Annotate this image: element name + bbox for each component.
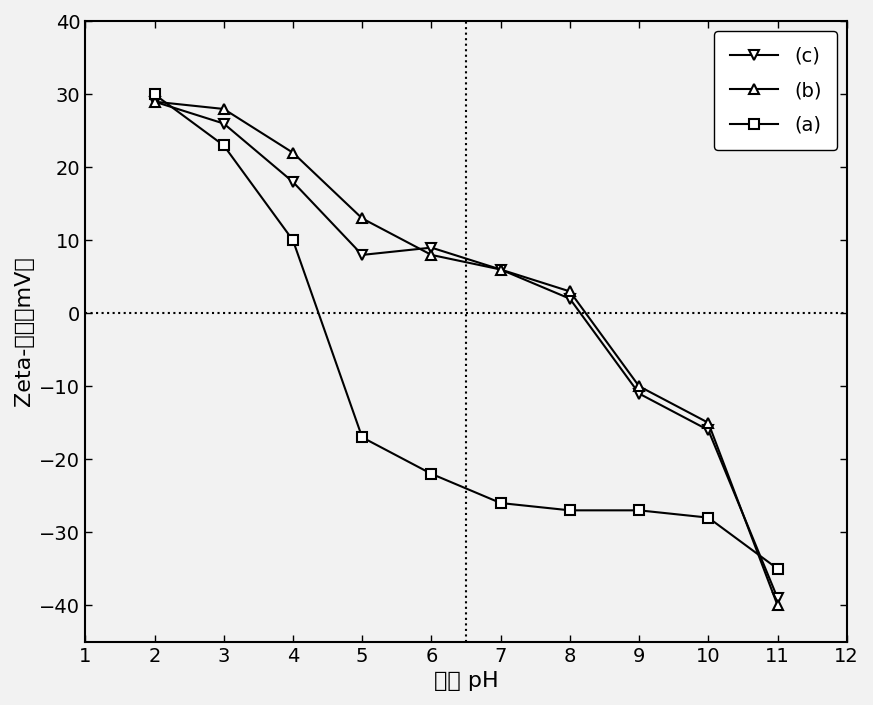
(c) bbox=[149, 97, 160, 106]
(b) bbox=[634, 382, 644, 391]
(a) bbox=[703, 513, 713, 522]
(a) bbox=[357, 433, 368, 441]
(c) bbox=[565, 295, 575, 303]
(a) bbox=[426, 470, 436, 478]
(a) bbox=[634, 506, 644, 515]
(c) bbox=[634, 389, 644, 398]
(b) bbox=[426, 251, 436, 259]
(c) bbox=[703, 426, 713, 434]
(c) bbox=[288, 178, 299, 186]
(b) bbox=[495, 265, 505, 274]
(b) bbox=[703, 419, 713, 427]
(a) bbox=[495, 499, 505, 508]
Line: (b): (b) bbox=[149, 97, 782, 610]
(b) bbox=[357, 214, 368, 223]
(a) bbox=[218, 141, 229, 149]
(a) bbox=[565, 506, 575, 515]
Y-axis label: Zeta-电位（mV）: Zeta-电位（mV） bbox=[14, 257, 34, 406]
(c) bbox=[357, 251, 368, 259]
(c) bbox=[495, 265, 505, 274]
(a) bbox=[288, 236, 299, 245]
Line: (a): (a) bbox=[149, 90, 782, 574]
(a) bbox=[149, 90, 160, 99]
(b) bbox=[218, 105, 229, 114]
Line: (c): (c) bbox=[149, 97, 782, 603]
(c) bbox=[218, 119, 229, 128]
(b) bbox=[773, 601, 783, 609]
X-axis label: 溶液 pH: 溶液 pH bbox=[434, 671, 498, 691]
(b) bbox=[288, 149, 299, 157]
(b) bbox=[149, 97, 160, 106]
(c) bbox=[426, 243, 436, 252]
(c) bbox=[773, 594, 783, 602]
Legend: (c), (b), (a): (c), (b), (a) bbox=[714, 31, 837, 150]
(b) bbox=[565, 287, 575, 295]
(a) bbox=[773, 565, 783, 573]
